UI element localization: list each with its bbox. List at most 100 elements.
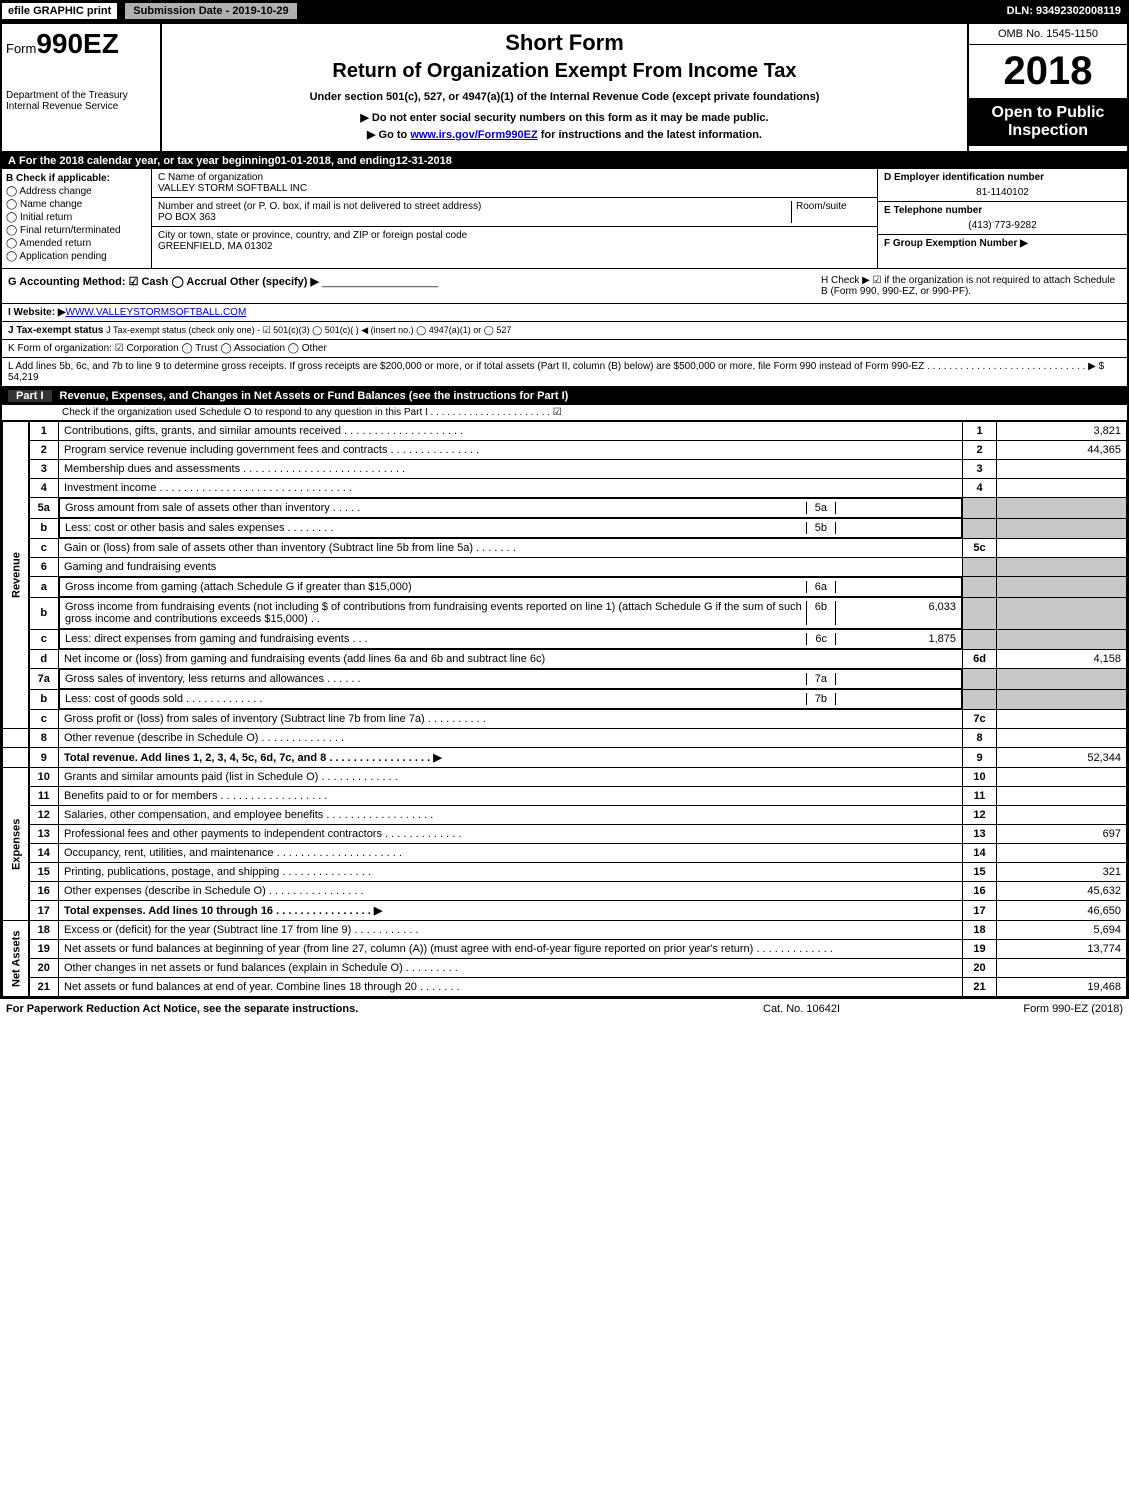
- line-text: Net assets or fund balances at beginning…: [59, 940, 963, 959]
- line-num: a: [29, 577, 59, 598]
- k-form-org: K Form of organization: ☑ Corporation ◯ …: [2, 340, 1127, 358]
- c-name-label: C Name of organization: [158, 172, 871, 183]
- line-text: Excess or (deficit) for the year (Subtra…: [59, 921, 963, 940]
- line-text: Benefits paid to or for members . . . . …: [59, 787, 963, 806]
- line-amt: 4,158: [997, 650, 1127, 669]
- open-inspection: Open to Public Inspection: [969, 98, 1127, 146]
- line-num: 2: [29, 441, 59, 460]
- irs-link[interactable]: www.irs.gov/Form990EZ: [410, 129, 537, 141]
- line-ref: 13: [963, 825, 997, 844]
- chk-address-change[interactable]: ◯ Address change: [6, 186, 147, 197]
- line-ref: [963, 577, 997, 598]
- line-num: 19: [29, 940, 59, 959]
- efile-print-label: efile GRAPHIC print: [0, 1, 119, 21]
- line-ref: 1: [963, 422, 997, 441]
- line-text: Other expenses (describe in Schedule O) …: [59, 882, 963, 901]
- chk-initial-return[interactable]: ◯ Initial return: [6, 212, 147, 223]
- line-num: 15: [29, 863, 59, 882]
- line-num: 11: [29, 787, 59, 806]
- e-phone-label: E Telephone number: [884, 205, 982, 216]
- line-text: Less: cost of goods sold . . . . . . . .…: [65, 693, 806, 705]
- line-ref: 16: [963, 882, 997, 901]
- website-link[interactable]: WWW.VALLEYSTORMSOFTBALL.COM: [66, 307, 247, 318]
- ssn-warning: ▶ Do not enter social security numbers o…: [168, 111, 961, 124]
- line-amt: [997, 844, 1127, 863]
- line-text: Grants and similar amounts paid (list in…: [59, 768, 963, 787]
- cat-no: Cat. No. 10642I: [763, 1003, 963, 1015]
- side-blank: [3, 729, 29, 748]
- line-amt: 697: [997, 825, 1127, 844]
- line-amt: 45,632: [997, 882, 1127, 901]
- line-text: Less: direct expenses from gaming and fu…: [65, 633, 806, 645]
- sub-ref: 7b: [806, 693, 836, 705]
- line-amt: 321: [997, 863, 1127, 882]
- org-name: VALLEY STORM SOFTBALL INC: [158, 183, 871, 194]
- j-tax-exempt: J Tax-exempt status J Tax-exempt status …: [2, 322, 1127, 340]
- phone-value: (413) 773-9282: [884, 220, 1121, 231]
- city-value: GREENFIELD, MA 01302: [158, 241, 871, 252]
- line-num: 18: [29, 921, 59, 940]
- sub-ref: 5b: [806, 522, 836, 534]
- line-text: Gross income from gaming (attach Schedul…: [65, 581, 806, 593]
- sub-amt: [836, 522, 956, 534]
- line-num: 7a: [29, 669, 59, 690]
- f-group-label: F Group Exemption Number ▶: [884, 238, 1028, 249]
- line-amt: 52,344: [997, 748, 1127, 768]
- line-amt: [997, 629, 1127, 650]
- room-suite: Room/suite: [791, 201, 871, 223]
- line-ref: [963, 669, 997, 690]
- line-amt: 46,650: [997, 901, 1127, 921]
- line-text: Occupancy, rent, utilities, and maintena…: [59, 844, 963, 863]
- dept-treasury: Department of the Treasury Internal Reve…: [6, 90, 156, 112]
- line-ref: [963, 629, 997, 650]
- line-amt: [997, 518, 1127, 539]
- line-text: Other changes in net assets or fund bala…: [59, 959, 963, 978]
- chk-final-return[interactable]: ◯ Final return/terminated: [6, 225, 147, 236]
- line-amt: [997, 787, 1127, 806]
- omb-number: OMB No. 1545-1150: [969, 24, 1127, 45]
- form-title: Return of Organization Exempt From Incom…: [168, 60, 961, 83]
- line-text: Gross sales of inventory, less returns a…: [65, 673, 806, 685]
- line-ref: 3: [963, 460, 997, 479]
- short-form-title: Short Form: [168, 30, 961, 56]
- line-ref: [963, 498, 997, 519]
- line-text: Gaming and fundraising events: [59, 558, 963, 577]
- sub-amt: 1,875: [836, 633, 956, 645]
- line-amt: 19,468: [997, 978, 1127, 997]
- side-expenses: Expenses: [3, 768, 29, 921]
- g-accounting: G Accounting Method: ☑ Cash ◯ Accrual Ot…: [8, 275, 821, 297]
- line-text: Investment income . . . . . . . . . . . …: [59, 479, 963, 498]
- sub-ref: 6c: [806, 633, 836, 645]
- form-footer: Form 990-EZ (2018): [963, 1003, 1123, 1015]
- line-num: 16: [29, 882, 59, 901]
- sub-ref: 5a: [806, 502, 836, 514]
- line-ref: 17: [963, 901, 997, 921]
- line-num: d: [29, 650, 59, 669]
- line-num: 1: [29, 422, 59, 441]
- line-text: Professional fees and other payments to …: [59, 825, 963, 844]
- line-ref: [963, 558, 997, 577]
- line-amt: [997, 806, 1127, 825]
- line-amt: 44,365: [997, 441, 1127, 460]
- line-ref: 5c: [963, 539, 997, 558]
- line-text: Net assets or fund balances at end of ye…: [59, 978, 963, 997]
- chk-name-change[interactable]: ◯ Name change: [6, 199, 147, 210]
- line-text: Net income or (loss) from gaming and fun…: [59, 650, 963, 669]
- sub-amt: [836, 693, 956, 705]
- part1-title: Revenue, Expenses, and Changes in Net As…: [60, 390, 569, 402]
- line-text: Gross income from fundraising events (no…: [65, 601, 806, 625]
- i-website: I Website: ▶WWW.VALLEYSTORMSOFTBALL.COM: [2, 304, 1127, 322]
- line-num: b: [29, 689, 59, 710]
- chk-pending[interactable]: ◯ Application pending: [6, 251, 147, 262]
- sub-amt: [836, 502, 956, 514]
- line-num: 21: [29, 978, 59, 997]
- line-amt: [997, 577, 1127, 598]
- line-text: Contributions, gifts, grants, and simila…: [59, 422, 963, 441]
- sub-ref: 6a: [806, 581, 836, 593]
- side-blank: [3, 748, 29, 768]
- line-amt: [997, 710, 1127, 729]
- line-num: 6: [29, 558, 59, 577]
- chk-amended[interactable]: ◯ Amended return: [6, 238, 147, 249]
- dln-label: DLN: 93492302008119: [999, 3, 1129, 19]
- line-ref: 6d: [963, 650, 997, 669]
